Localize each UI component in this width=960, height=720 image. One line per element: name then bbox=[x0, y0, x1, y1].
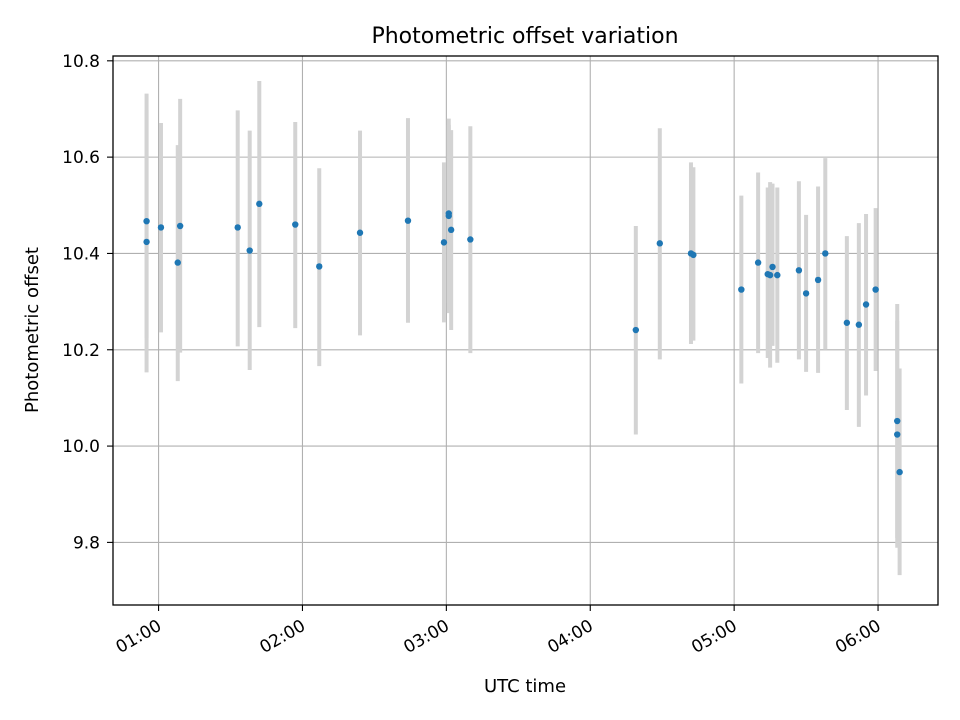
data-point bbox=[894, 417, 901, 425]
data-point bbox=[440, 239, 448, 246]
data-point bbox=[814, 276, 822, 284]
data-point bbox=[176, 222, 184, 230]
data-point bbox=[738, 286, 745, 293]
data-point bbox=[855, 321, 863, 328]
data-point bbox=[246, 247, 253, 254]
data-point bbox=[896, 468, 903, 476]
data-point bbox=[292, 221, 299, 228]
data-point bbox=[143, 217, 150, 225]
data-point bbox=[447, 226, 455, 234]
x-axis-label: UTC time bbox=[484, 676, 566, 697]
y-axis-label: Photometric offset bbox=[22, 247, 43, 413]
data-point bbox=[843, 319, 851, 326]
plot-area-frame bbox=[112, 55, 939, 606]
data-point bbox=[656, 240, 664, 247]
data-point bbox=[157, 224, 165, 231]
y-tick-label: 9.8 bbox=[73, 533, 100, 553]
data-point bbox=[234, 224, 241, 231]
data-point bbox=[802, 290, 810, 297]
data-point bbox=[872, 286, 879, 293]
data-point bbox=[795, 267, 803, 274]
y-tick-label: 10.6 bbox=[62, 148, 100, 168]
data-point bbox=[690, 251, 697, 259]
y-axis-ticks: 9.8 10.0 10.2 10.4 10.6 10.8 bbox=[62, 52, 113, 553]
data-point bbox=[467, 236, 474, 243]
y-tick-label: 10.2 bbox=[62, 341, 100, 361]
data-point bbox=[769, 263, 776, 271]
data-point bbox=[256, 200, 263, 208]
data-point bbox=[356, 229, 364, 236]
data-point bbox=[774, 271, 781, 279]
data-point bbox=[862, 301, 870, 308]
data-point bbox=[143, 238, 150, 246]
data-point bbox=[894, 431, 901, 438]
chart-title: Photometric offset variation bbox=[371, 24, 678, 49]
data-point bbox=[766, 271, 774, 279]
y-tick-label: 10.4 bbox=[62, 244, 100, 264]
data-point bbox=[632, 326, 640, 334]
data-point bbox=[316, 263, 323, 270]
data-point bbox=[174, 259, 181, 266]
y-tick-label: 10.8 bbox=[62, 52, 100, 72]
data-point bbox=[754, 259, 762, 266]
data-point bbox=[822, 250, 829, 257]
data-point bbox=[404, 217, 412, 224]
y-tick-label: 10.0 bbox=[62, 437, 100, 457]
data-point bbox=[445, 210, 452, 217]
data-points bbox=[143, 200, 903, 476]
